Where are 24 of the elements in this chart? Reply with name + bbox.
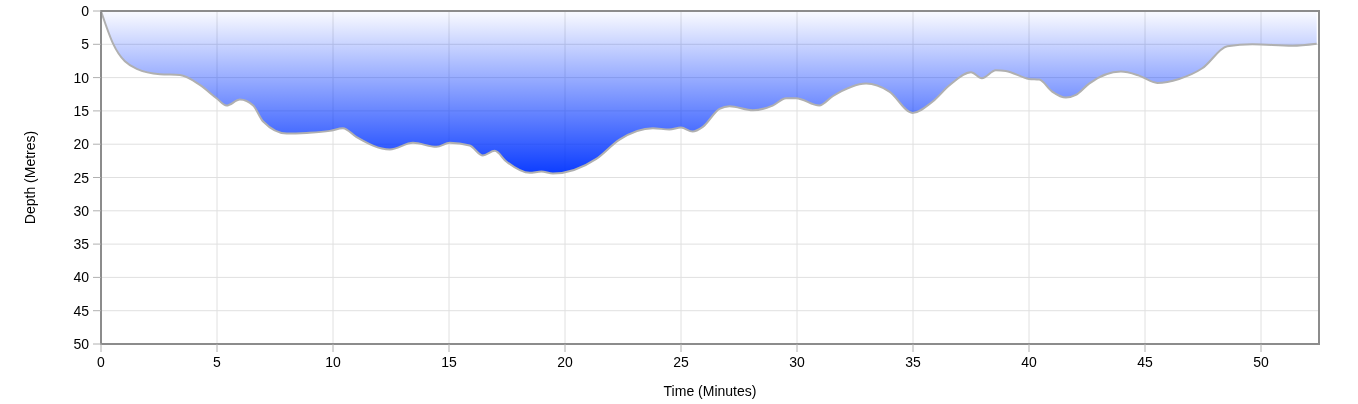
y-tick-label: 45 <box>73 302 90 319</box>
y-tick-label: 20 <box>73 136 90 153</box>
x-tick-label: 45 <box>1137 354 1153 370</box>
x-tick-label: 5 <box>213 354 222 370</box>
x-tick-label: 25 <box>673 354 689 370</box>
y-tick-label: 30 <box>73 202 90 219</box>
y-axis-title: Depth (Metres) <box>22 130 38 225</box>
y-tick-label: 0 <box>81 3 90 19</box>
y-tick-label: 50 <box>73 336 90 352</box>
y-tick-label: 40 <box>73 269 90 286</box>
y-tick-label: 35 <box>73 236 90 253</box>
y-tick-label: 15 <box>73 102 90 119</box>
x-tick-label: 30 <box>789 354 805 370</box>
x-tick-label: 0 <box>97 354 106 370</box>
x-tick-label: 15 <box>441 354 457 370</box>
x-tick-label: 35 <box>905 354 921 370</box>
x-tick-label: 10 <box>325 354 341 370</box>
x-tick-label: 20 <box>557 354 573 370</box>
x-tick-label: 50 <box>1253 354 1269 370</box>
y-tick-label: 5 <box>81 36 90 53</box>
y-tick-label: 25 <box>73 169 90 186</box>
x-tick-label: 40 <box>1021 354 1037 370</box>
x-axis-title: Time (Minutes) <box>663 383 757 399</box>
y-tick-label: 10 <box>73 69 90 86</box>
